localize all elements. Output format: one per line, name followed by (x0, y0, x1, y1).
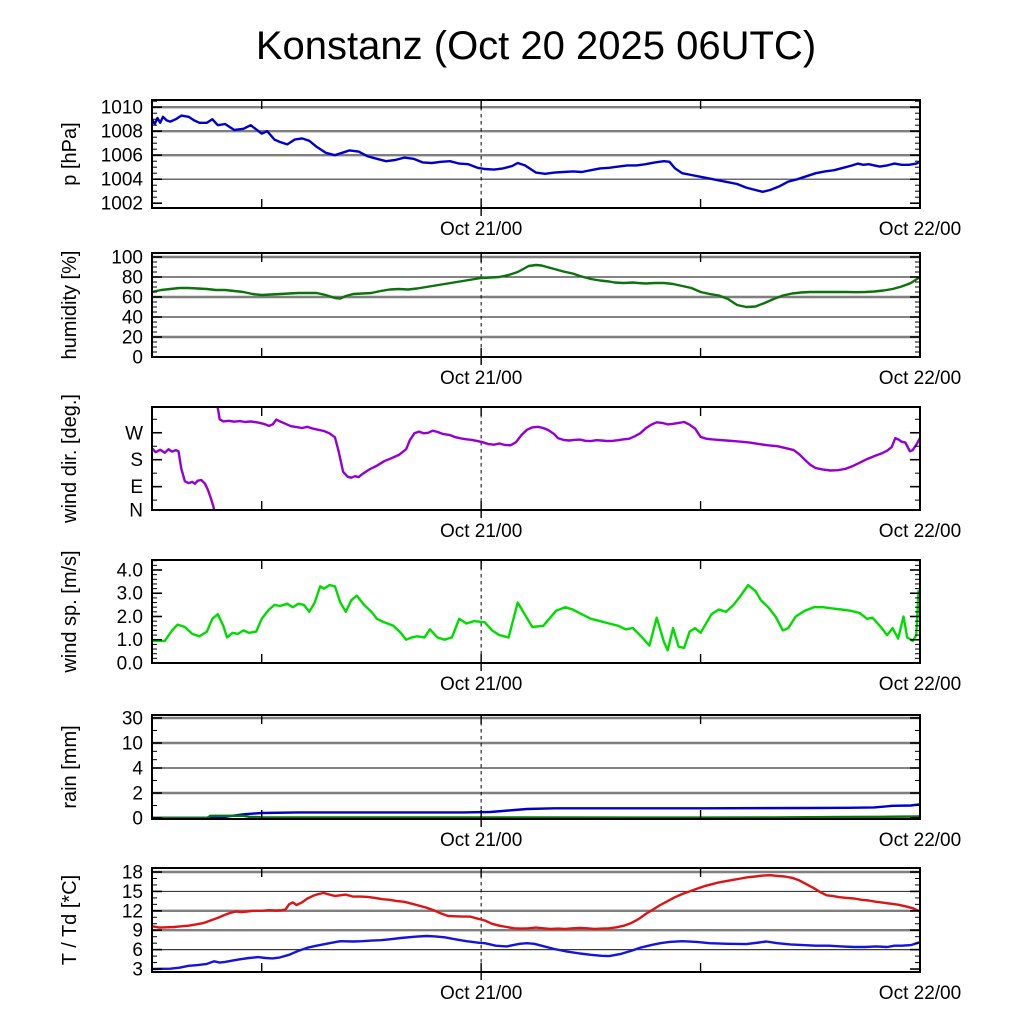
y-tick-label: 10 (122, 734, 143, 755)
wind-direction-series (216, 407, 920, 479)
panel-frame (151, 714, 921, 820)
y-tick-label: 3 (132, 960, 143, 981)
x-tick-label: Oct 21/00 (440, 983, 522, 1004)
panel-rain: 0 2 4 10 30 Oct 21/00 Oct 22/00 rain [mm] (59, 709, 961, 852)
y-tick-label: 60 (122, 288, 143, 309)
y-tick-label: 6 (132, 940, 143, 961)
y-tick-label: 1008 (101, 122, 143, 143)
dew-point-series (152, 934, 920, 971)
y-axis-title: p [hPa] (59, 122, 81, 185)
x-tick-label: Oct 22/00 (879, 983, 961, 1004)
panel-frame (151, 252, 921, 358)
chart-title: Konstanz (Oct 20 2025 06UTC) (255, 24, 817, 68)
y-tick-label: 3.0 (117, 584, 143, 605)
y-tick-label: 4 (132, 759, 143, 780)
x-tick-label: Oct 21/00 (440, 674, 522, 695)
wind-speed-series (152, 583, 920, 652)
y-axis-title: T / Td [*C] (59, 875, 81, 965)
y-tick-label: 80 (122, 268, 143, 289)
panel-pressure: 1002 1004 1006 1008 1010 Oct 21/00 Oct 22/00 p … (59, 98, 961, 240)
y-tick-label: S (130, 450, 143, 471)
humidity-series (152, 263, 920, 309)
y-tick-label: N (129, 501, 143, 522)
panel-frame (151, 99, 921, 209)
rain-observed-series (152, 814, 920, 819)
y-tick-label: 0 (132, 809, 143, 830)
panel-frame (151, 406, 921, 511)
y-tick-label: 30 (122, 709, 143, 730)
y-tick-label: 1006 (101, 146, 143, 167)
y-tick-label: 1002 (101, 194, 143, 215)
y-axis-title: humidity [%] (59, 251, 81, 360)
x-tick-label: Oct 21/00 (440, 521, 522, 542)
pressure-series (152, 114, 920, 193)
y-tick-label: 40 (122, 308, 143, 329)
temperature-series (152, 874, 920, 931)
y-tick-label: 12 (122, 901, 143, 922)
rain-accumulated-series (152, 803, 920, 819)
x-tick-label: Oct 22/00 (879, 674, 961, 695)
x-tick-label: Oct 21/00 (440, 219, 522, 240)
y-tick-label: W (125, 423, 143, 444)
y-tick-label: 20 (122, 328, 143, 349)
y-tick-label: 9 (132, 921, 143, 942)
x-tick-label: Oct 22/00 (879, 219, 961, 240)
panel-wind-speed: 0.0 1.02.03.0 4.0 Oct 21/00 Oct 22/00 wind sp… (59, 550, 961, 695)
y-tick-label: 2.0 (117, 607, 143, 628)
y-tick-label: 15 (122, 882, 143, 903)
y-axis-title: rain [mm] (59, 725, 81, 808)
x-tick-label: Oct 22/00 (879, 368, 961, 389)
y-axis-title: wind sp. [m/s] (59, 550, 81, 673)
x-tick-label: Oct 22/00 (879, 521, 961, 542)
y-tick-label: 1004 (101, 170, 144, 191)
y-tick-label: E (130, 477, 143, 498)
y-tick-label: 0 (132, 348, 143, 369)
y-tick-label: 2 (132, 784, 143, 805)
x-tick-label: Oct 21/00 (440, 368, 522, 389)
panel-frame (151, 867, 921, 973)
y-tick-label: 1010 (101, 98, 143, 119)
x-tick-label: Oct 21/00 (440, 830, 522, 851)
x-tick-label: Oct 22/00 (879, 830, 961, 851)
y-axis-title: wind dir. [deg.] (59, 394, 81, 524)
y-tick-label: 0.0 (117, 654, 143, 675)
y-tick-label: 18 (122, 863, 143, 884)
wind-direction-series (152, 447, 216, 510)
y-tick-label: 100 (111, 248, 143, 269)
y-tick-label: 4.0 (117, 560, 143, 581)
y-tick-label: 1.0 (117, 630, 143, 651)
